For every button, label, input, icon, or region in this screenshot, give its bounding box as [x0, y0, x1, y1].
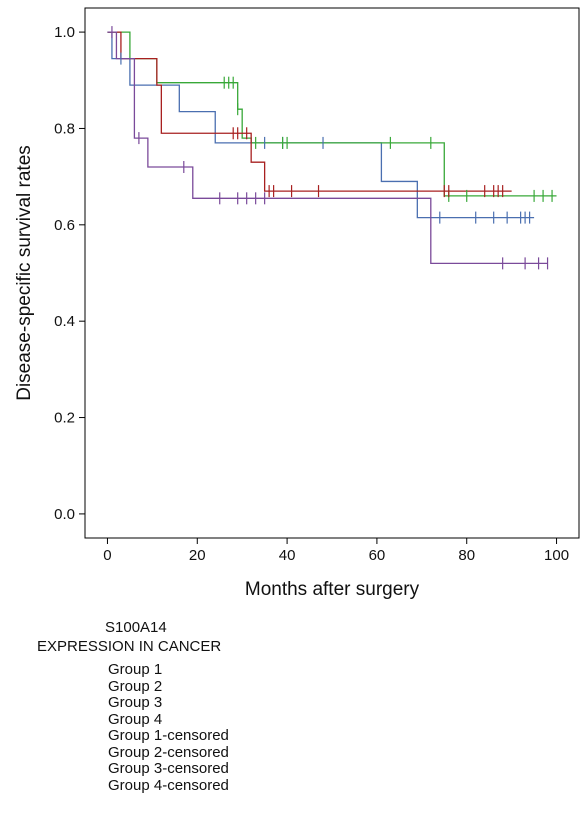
- legend-entry: Group 3-censored: [108, 760, 229, 777]
- legend-entry: Group 1: [108, 661, 163, 678]
- legend-entry: Group 2-censored: [108, 743, 229, 761]
- x-tick-label: 20: [189, 547, 206, 564]
- y-tick-label: 1.0: [54, 24, 75, 41]
- y-tick-label: 0.6: [54, 217, 75, 234]
- plot-frame: [84, 7, 580, 539]
- legend-entry: Group 3: [108, 694, 163, 711]
- y-axis-title: Disease-specific survival rates: [14, 145, 35, 401]
- survival-chart: 0.0 0.2 0.4 0.6 0.8 1.0 0 20 40 60 80 100 Months a…: [14, 7, 580, 600]
- x-tick-label: 60: [369, 547, 386, 564]
- survival-curves: [107, 31, 557, 265]
- x-tick-label: 40: [279, 547, 296, 564]
- x-axis-title: Months after surgery: [245, 579, 420, 600]
- legend-entry: Group 1-censored: [108, 727, 229, 744]
- legend-items: Group 1 Group 2 Group 3 Group 4 Group 1-…: [108, 661, 229, 794]
- y-tick-label: 0.2: [54, 410, 75, 427]
- x-tick-label: 80: [458, 547, 475, 564]
- censor-marks: [111, 26, 553, 270]
- legend-title: S100A14: [105, 619, 167, 636]
- x-tick-label: 100: [544, 547, 569, 564]
- survival-line: [107, 31, 535, 219]
- y-tick-label: 0.4: [54, 313, 75, 330]
- survival-line: [107, 31, 548, 265]
- legend-entry: Group 4-censored: [108, 776, 229, 794]
- legend-subtitle: EXPRESSION IN CANCER: [37, 638, 222, 655]
- x-tick-label: 0: [103, 547, 111, 564]
- legend-entry: Group 2: [108, 677, 163, 695]
- survival-line: [107, 31, 557, 197]
- legend-entry: Group 4: [108, 710, 163, 728]
- x-axis: 0 20 40 60 80 100: [103, 538, 569, 564]
- y-tick-label: 0.0: [54, 506, 75, 523]
- y-axis: 0.0 0.2 0.4 0.6 0.8 1.0: [54, 24, 85, 523]
- y-tick-label: 0.8: [54, 120, 75, 137]
